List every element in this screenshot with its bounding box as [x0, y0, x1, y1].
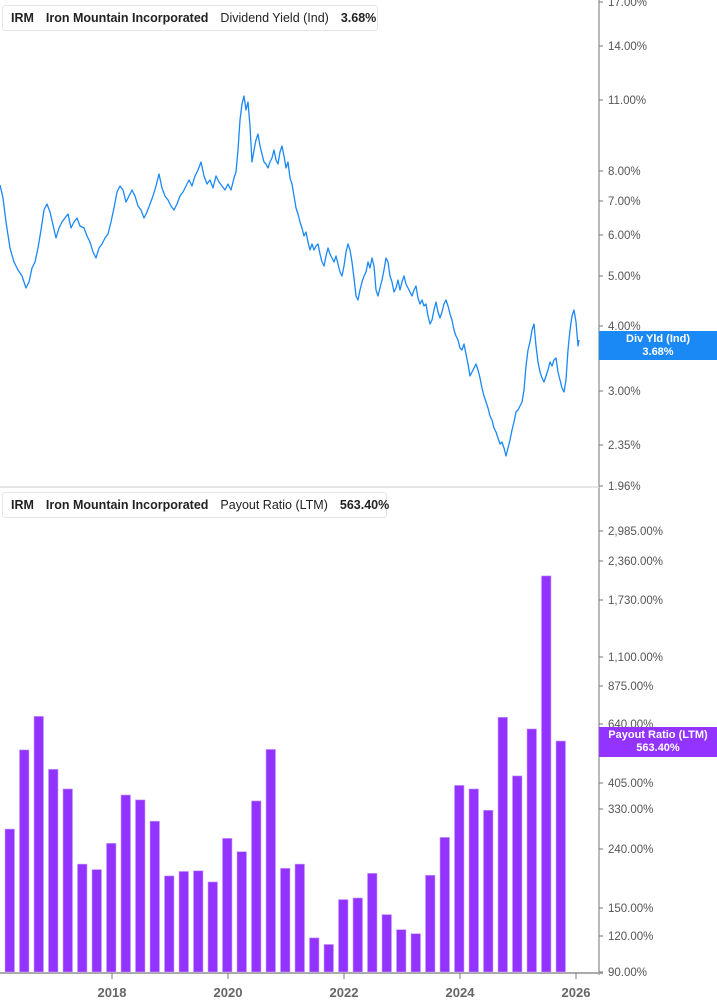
dividend-yield-chart[interactable]: 17.00% 14.00% 11.00% 8.00% 7.00% 6.00% 5.00% 4.…	[0, 0, 717, 490]
x-tick-label: 2024	[446, 985, 476, 1000]
y-axis-ticks: 17.00% 14.00% 11.00% 8.00% 7.00% 6.00% 5.00% 4.…	[599, 0, 647, 490]
payout-bar[interactable]	[294, 863, 305, 973]
y-tick-label: 405.00%	[608, 778, 653, 790]
payout-bar[interactable]	[280, 868, 291, 973]
payout-bar[interactable]	[323, 944, 334, 973]
payout-bar[interactable]	[526, 728, 537, 973]
y-tick-label: 14.00%	[608, 41, 647, 53]
payout-ratio-chart[interactable]: 2,985.00% 2,360.00% 1,730.00% 1,100.00% 875.…	[0, 490, 717, 1005]
legend-company: Iron Mountain Incorporated	[45, 498, 209, 512]
payout-bar[interactable]	[164, 875, 175, 973]
y-tick-label: 1,730.00%	[608, 595, 663, 607]
flag-label: Payout Ratio (LTM)	[608, 729, 708, 741]
legend-value: 3.68%	[340, 11, 377, 25]
x-axis-ticks: 2018 2020 2022 2024 2026	[98, 973, 591, 1000]
payout-bar[interactable]	[439, 837, 450, 973]
payout-bar[interactable]	[178, 871, 189, 973]
payout-bar[interactable]	[367, 873, 378, 973]
legend-ticker: IRM	[11, 11, 34, 25]
payout-bar[interactable]	[62, 788, 73, 973]
payout-ratio-panel: 2,985.00% 2,360.00% 1,730.00% 1,100.00% 875.…	[0, 490, 717, 1005]
payout-bar[interactable]	[91, 869, 102, 973]
payout-bar[interactable]	[381, 914, 392, 973]
y-tick-label: 150.00%	[608, 903, 653, 915]
payout-bar[interactable]	[483, 809, 494, 973]
payout-bar[interactable]	[338, 899, 349, 973]
legend-metric: Payout Ratio (LTM)	[220, 498, 328, 512]
y-tick-label: 330.00%	[608, 804, 653, 816]
payout-bar[interactable]	[48, 769, 59, 973]
payout-bar[interactable]	[193, 870, 204, 973]
payout-ratio-legend[interactable]: IRM Iron Mountain Incorporated Payout Ra…	[2, 492, 390, 518]
payout-bar[interactable]	[309, 937, 320, 973]
payout-bar[interactable]	[207, 881, 218, 973]
legend-value: 563.40%	[339, 498, 390, 512]
payout-bar[interactable]	[410, 933, 421, 973]
x-tick-label: 2026	[562, 985, 591, 1000]
y-tick-label: 2.35%	[608, 440, 641, 452]
y-tick-label: 4.00%	[608, 321, 641, 333]
payout-bar[interactable]	[251, 800, 262, 973]
payout-ratio-bars	[4, 575, 566, 973]
y-tick-label: 3.00%	[608, 386, 641, 398]
payout-bar[interactable]	[19, 749, 30, 973]
payout-bar[interactable]	[541, 575, 552, 973]
payout-bar[interactable]	[77, 863, 88, 973]
payout-bar[interactable]	[106, 843, 117, 973]
dividend-yield-line[interactable]	[0, 95, 580, 457]
payout-bar[interactable]	[265, 749, 276, 973]
x-tick-label: 2018	[98, 985, 127, 1000]
payout-bar[interactable]	[120, 794, 131, 973]
dividend-yield-legend[interactable]: IRM Iron Mountain Incorporated Dividend …	[2, 5, 378, 31]
y-tick-label: 17.00%	[608, 0, 647, 9]
y-tick-label: 5.00%	[608, 271, 641, 283]
dividend-yield-panel: 17.00% 14.00% 11.00% 8.00% 7.00% 6.00% 5.00% 4.…	[0, 0, 717, 490]
flag-value: 563.40%	[636, 742, 680, 754]
x-tick-label: 2022	[330, 985, 359, 1000]
payout-bar[interactable]	[512, 775, 523, 973]
payout-bar[interactable]	[149, 820, 160, 973]
dividend-yield-flag: Div Yld (Ind) 3.68%	[599, 331, 717, 360]
payout-bar[interactable]	[396, 929, 407, 973]
payout-bar[interactable]	[497, 717, 508, 973]
payout-bar[interactable]	[555, 740, 566, 973]
y-tick-label: 8.00%	[608, 166, 641, 178]
payout-bar[interactable]	[454, 785, 465, 973]
legend-company: Iron Mountain Incorporated	[45, 11, 209, 25]
y-tick-label: 90.00%	[608, 967, 647, 979]
flag-value: 3.68%	[642, 346, 674, 358]
legend-metric: Dividend Yield (Ind)	[220, 11, 329, 25]
payout-bar[interactable]	[468, 788, 479, 973]
flag-label: Div Yld (Ind)	[626, 333, 690, 345]
payout-bar[interactable]	[4, 828, 15, 973]
payout-bar[interactable]	[33, 716, 44, 973]
payout-bar[interactable]	[425, 874, 436, 973]
y-tick-label: 7.00%	[608, 196, 641, 208]
y-tick-label: 1,100.00%	[608, 652, 663, 664]
payout-bar[interactable]	[236, 851, 247, 973]
payout-bar[interactable]	[135, 799, 146, 973]
y-tick-label: 11.00%	[608, 95, 646, 107]
payout-ratio-flag: Payout Ratio (LTM) 563.40%	[599, 727, 717, 757]
y-tick-label: 875.00%	[608, 681, 653, 693]
payout-bar[interactable]	[222, 838, 233, 973]
x-tick-label: 2020	[214, 985, 243, 1000]
y-tick-label: 2,360.00%	[608, 556, 663, 568]
payout-bar[interactable]	[352, 897, 363, 973]
y-tick-label: 6.00%	[608, 230, 641, 242]
y-tick-label: 1.96%	[608, 481, 641, 490]
y-tick-label: 240.00%	[608, 844, 653, 856]
y-tick-label: 2,985.00%	[608, 526, 663, 538]
y-tick-label: 120.00%	[608, 931, 653, 943]
legend-ticker: IRM	[11, 498, 34, 512]
